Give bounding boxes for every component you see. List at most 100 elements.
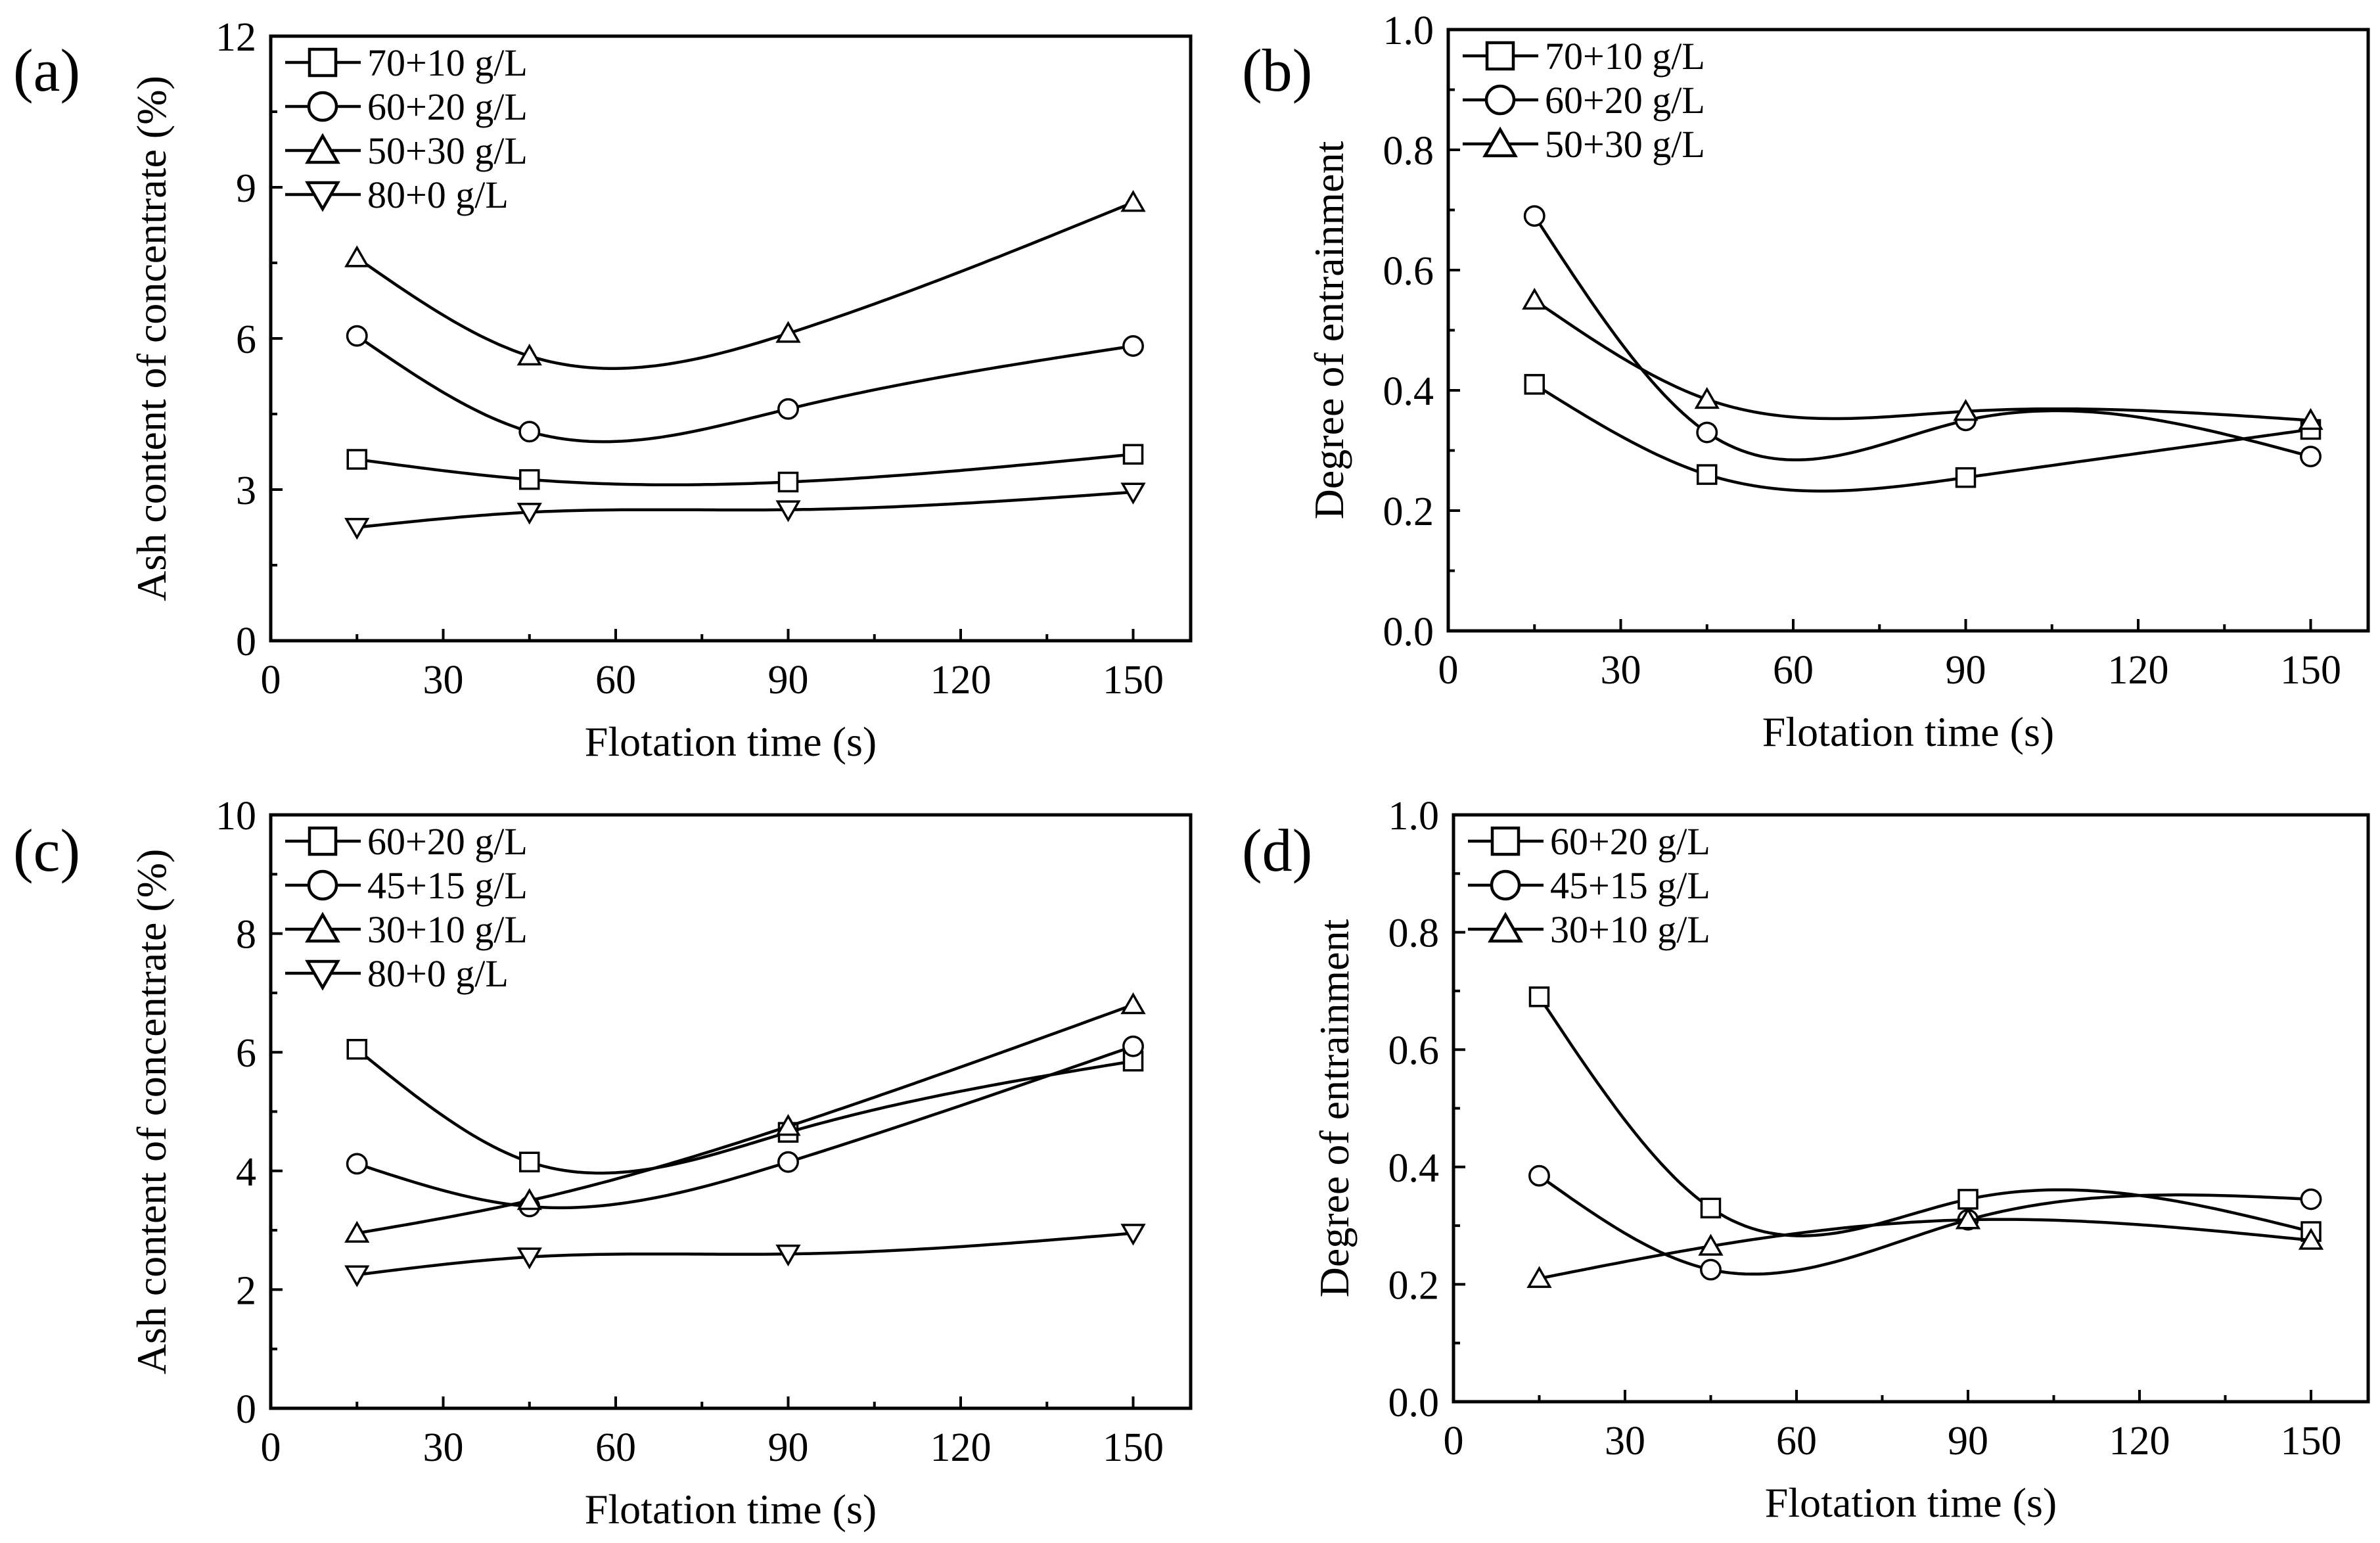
legend-marker bbox=[1490, 869, 1521, 901]
data-point bbox=[344, 1220, 370, 1243]
panel-2: (b) 0 30 60 90 120 150 0.0 0.2 0.4 0.6 0.8 1.0 Flotat… bbox=[1242, 9, 2370, 755]
y-tick-label: 0.2 bbox=[1388, 1263, 1440, 1308]
series-1 bbox=[346, 1038, 1144, 1175]
data-point bbox=[2298, 407, 2323, 430]
data-point bbox=[1122, 335, 1144, 357]
legend-label: 45+15 g/L bbox=[367, 864, 528, 907]
x-tick-label: 90 bbox=[768, 658, 809, 702]
series-curve bbox=[356, 1003, 1134, 1235]
x-tick-label: 30 bbox=[423, 658, 464, 702]
data-point bbox=[1122, 444, 1144, 465]
series-3 bbox=[344, 190, 1146, 370]
legend-label: 70+10 g/L bbox=[1545, 35, 1705, 78]
x-tick-label: 150 bbox=[2281, 1419, 2342, 1463]
panel-1: (a) 0 30 60 90 120 150 0 3 6 9 12 Flotation time (s)… bbox=[13, 15, 1193, 765]
data-point bbox=[1120, 190, 1146, 212]
data-point bbox=[1526, 1266, 1552, 1288]
series-curve bbox=[1539, 1218, 2312, 1280]
data-point bbox=[1696, 421, 1718, 444]
series-curve bbox=[356, 1045, 1134, 1210]
legend: 70+10 g/L60+20 g/L50+30 g/L80+0 g/L bbox=[285, 41, 528, 216]
x-axis-label: Flotation time (s) bbox=[585, 1486, 877, 1532]
x-tick-label: 60 bbox=[1776, 1419, 1817, 1463]
legend-label: 30+10 g/L bbox=[1550, 908, 1710, 951]
x-tick-label: 60 bbox=[595, 658, 636, 702]
legend-label: 70+10 g/L bbox=[367, 41, 528, 84]
x-tick-label: 90 bbox=[1948, 1419, 1988, 1463]
y-axis-label: Ash content of concentrate (%) bbox=[128, 849, 175, 1375]
y-tick-label: 6 bbox=[236, 1031, 256, 1076]
x-tick-label: 0 bbox=[261, 1425, 281, 1470]
series-4 bbox=[344, 1224, 1146, 1287]
panel-label: (c) bbox=[13, 817, 80, 884]
y-tick-label: 0.8 bbox=[1388, 911, 1440, 956]
legend-marker bbox=[305, 181, 340, 212]
x-tick-label: 0 bbox=[1438, 648, 1459, 693]
y-tick-label: 0 bbox=[236, 1387, 256, 1432]
legend-label: 80+0 g/L bbox=[367, 173, 509, 216]
data-point bbox=[1120, 1224, 1146, 1246]
x-tick-label: 0 bbox=[1444, 1419, 1464, 1463]
y-axis-label: Degree of entrainment bbox=[1306, 141, 1352, 519]
legend-label: 60+20 g/L bbox=[367, 820, 528, 863]
series-curve bbox=[357, 490, 1133, 529]
y-tick-label: 0.8 bbox=[1383, 129, 1434, 173]
series-curve bbox=[1538, 1174, 2312, 1276]
series-curve bbox=[1533, 215, 2312, 462]
y-tick-label: 0 bbox=[236, 620, 256, 664]
series-2 bbox=[1528, 1164, 2322, 1281]
data-point bbox=[777, 1151, 799, 1173]
x-axis-label: Flotation time (s) bbox=[1762, 708, 2054, 755]
y-tick-label: 0.2 bbox=[1383, 490, 1434, 534]
legend: 60+20 g/L45+15 g/L30+10 g/L80+0 g/L bbox=[285, 820, 528, 995]
y-tick-label: 0.4 bbox=[1383, 369, 1434, 414]
series-curve bbox=[355, 1048, 1133, 1175]
legend-marker bbox=[307, 91, 338, 122]
x-tick-label: 0 bbox=[261, 658, 281, 702]
legend-label: 80+0 g/L bbox=[367, 952, 509, 995]
y-tick-label: 0.6 bbox=[1388, 1028, 1440, 1073]
series-1 bbox=[346, 444, 1144, 493]
y-tick-label: 0.0 bbox=[1383, 610, 1434, 655]
x-tick-label: 30 bbox=[1601, 648, 1641, 693]
data-point bbox=[1955, 1207, 1981, 1230]
y-tick-label: 6 bbox=[236, 317, 256, 362]
legend-marker bbox=[1485, 41, 1515, 71]
y-tick-label: 8 bbox=[236, 913, 256, 957]
data-point bbox=[1957, 1189, 1979, 1210]
x-axis-label: Flotation time (s) bbox=[1765, 1479, 2057, 1526]
x-tick-label: 30 bbox=[423, 1425, 464, 1470]
data-point bbox=[344, 245, 370, 267]
series-4 bbox=[344, 482, 1146, 540]
x-tick-label: 150 bbox=[2280, 648, 2341, 693]
series-2 bbox=[346, 325, 1144, 444]
data-point bbox=[1523, 205, 1545, 227]
y-axis-label: Ash content of concentrate (%) bbox=[128, 76, 175, 601]
legend-label: 60+20 g/L bbox=[1545, 79, 1705, 122]
panel-label: (b) bbox=[1242, 37, 1312, 104]
x-tick-label: 120 bbox=[930, 658, 992, 702]
data-point bbox=[1120, 482, 1146, 505]
series-curve bbox=[1538, 996, 2312, 1237]
y-tick-label: 0.6 bbox=[1383, 249, 1434, 294]
x-tick-label: 120 bbox=[2109, 1419, 2170, 1463]
x-axis-label: Flotation time (s) bbox=[585, 718, 877, 765]
data-point bbox=[2298, 1228, 2324, 1250]
y-tick-label: 0.0 bbox=[1388, 1381, 1440, 1425]
legend: 70+10 g/L60+20 g/L50+30 g/L bbox=[1463, 35, 1705, 166]
data-point bbox=[1528, 1164, 1550, 1187]
legend-marker bbox=[305, 911, 340, 943]
data-point bbox=[775, 1244, 801, 1267]
x-tick-label: 30 bbox=[1605, 1419, 1645, 1463]
data-point bbox=[516, 503, 542, 525]
data-point bbox=[775, 1114, 801, 1136]
data-point bbox=[346, 1038, 367, 1060]
data-point bbox=[346, 449, 367, 470]
legend-label: 60+20 g/L bbox=[1550, 820, 1710, 863]
y-tick-label: 10 bbox=[216, 794, 256, 839]
legend: 60+20 g/L45+15 g/L30+10 g/L bbox=[1468, 820, 1710, 951]
data-point bbox=[775, 500, 801, 522]
series-curve bbox=[357, 1232, 1133, 1277]
legend-label: 30+10 g/L bbox=[367, 908, 528, 951]
